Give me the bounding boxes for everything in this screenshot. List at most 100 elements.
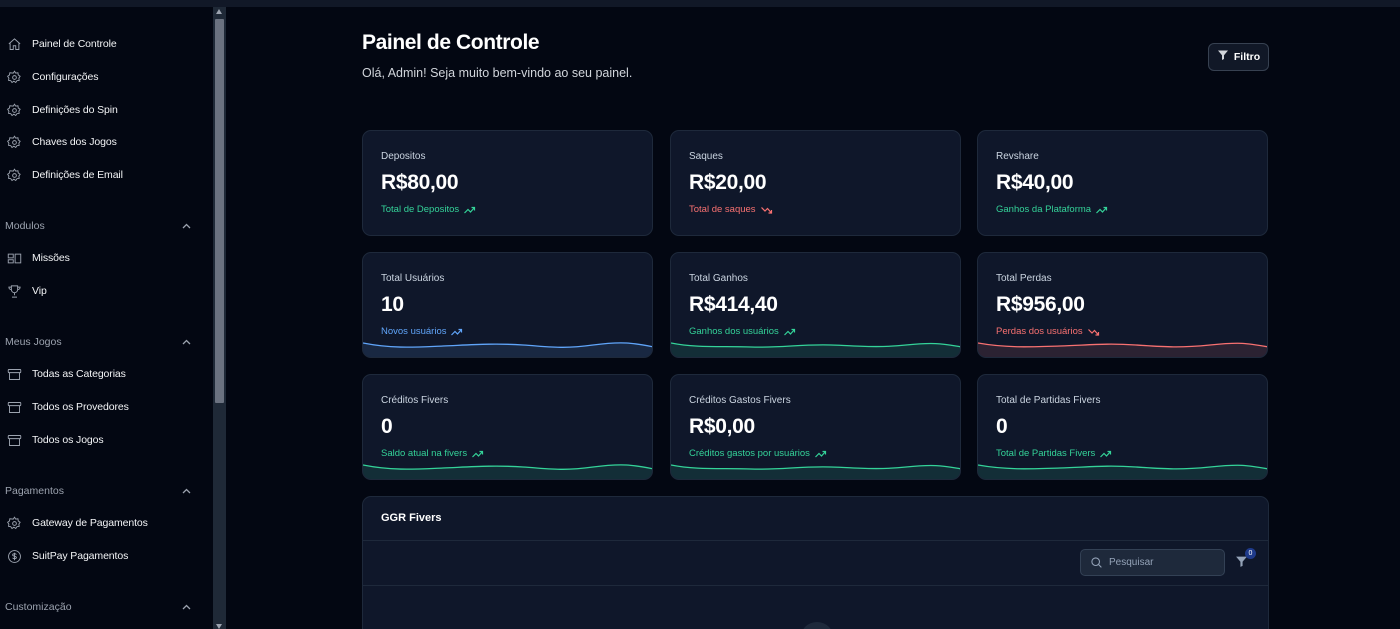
trend-down-icon — [760, 206, 772, 214]
sidebar-item-label: Todos os Provedores — [32, 401, 129, 413]
filter-button[interactable]: Filtro — [1208, 43, 1269, 71]
page-title: Painel de Controle — [362, 31, 540, 54]
stat-card: Depositos R$80,00 Total de Depositos — [362, 130, 653, 236]
sidebar-item-gateway[interactable]: Gateway de Pagamentos — [0, 510, 213, 536]
stat-card-caption-text: Total de Depositos — [381, 204, 460, 215]
stat-card-value: 10 — [381, 293, 404, 316]
home-icon — [6, 36, 22, 52]
sidebar-item-vip[interactable]: Vip — [0, 278, 213, 304]
stat-card-caption: Ganhos da Plataforma — [996, 204, 1108, 215]
funnel-icon — [1217, 48, 1229, 66]
stat-card: Saques R$20,00 Total de saques — [670, 130, 961, 236]
gear-icon — [6, 167, 22, 183]
stat-card-label: Revshare — [996, 151, 1039, 162]
scroll-up-arrow[interactable] — [216, 9, 222, 14]
chevron-up-icon[interactable] — [181, 337, 191, 347]
sidebar-scrollbar[interactable] — [213, 7, 226, 629]
sidebar-item-label: SuitPay Pagamentos — [32, 550, 129, 562]
search-input[interactable] — [1109, 557, 1219, 568]
sidebar-item-label: Chaves dos Jogos — [32, 136, 117, 148]
divider — [363, 540, 1268, 541]
sidebar-item-chaves[interactable]: Chaves dos Jogos — [0, 129, 213, 155]
sidebar-item-provedores[interactable]: Todos os Provedores — [0, 394, 213, 420]
ggr-fivers-panel: GGR Fivers 0 — [362, 496, 1269, 629]
sidebar-item-categorias[interactable]: Todas as Categorias — [0, 361, 213, 387]
stat-card-value: R$80,00 — [381, 171, 459, 194]
page-subtitle: Olá, Admin! Seja muito bem-vindo ao seu … — [362, 66, 633, 80]
stat-card-label: Saques — [689, 151, 723, 162]
sidebar-item-suitpay[interactable]: SuitPay Pagamentos — [0, 543, 213, 569]
gear-icon — [6, 515, 22, 531]
sparkline — [671, 464, 960, 479]
sidebar-item-email[interactable]: Definições de Email — [0, 162, 213, 188]
layout-icon — [6, 250, 22, 266]
stat-card-caption: Novos usuários — [381, 326, 463, 337]
funnel-icon — [1236, 556, 1247, 567]
sidebar-item-label: Todos os Jogos — [32, 434, 104, 446]
stat-card-caption-text: Ganhos dos usuários — [689, 326, 779, 337]
divider — [363, 585, 1268, 586]
sidebar-item-missoes[interactable]: Missões — [0, 245, 213, 271]
sidebar-item-label: Vip — [32, 285, 47, 297]
sparkline — [671, 342, 960, 357]
table-filter-button[interactable]: 0 — [1235, 548, 1256, 571]
stat-card-caption: Total de Depositos — [381, 204, 476, 215]
stat-card-label: Créditos Fivers — [381, 395, 449, 406]
stat-card-caption: Ganhos dos usuários — [689, 326, 796, 337]
stat-card-value: R$956,00 — [996, 293, 1085, 316]
sparkline — [363, 342, 652, 357]
stat-card-caption: Total de Partidas Fivers — [996, 448, 1112, 459]
stat-card-label: Depositos — [381, 151, 426, 162]
stat-card-label: Total Perdas — [996, 273, 1052, 284]
trend-up-icon — [814, 450, 827, 457]
sidebar-item-jogos[interactable]: Todos os Jogos — [0, 427, 213, 453]
gear-icon — [6, 102, 22, 118]
loading-spinner — [800, 622, 834, 629]
stat-card-value: R$40,00 — [996, 171, 1074, 194]
section-customizacao[interactable]: Customização — [0, 597, 213, 617]
stat-card-label: Total Ganhos — [689, 273, 748, 284]
top-bar — [0, 0, 1400, 7]
stat-card-label: Créditos Gastos Fivers — [689, 395, 791, 406]
trend-up-icon — [451, 328, 463, 335]
scroll-down-arrow[interactable] — [216, 624, 222, 629]
scroll-thumb[interactable] — [215, 19, 224, 403]
stat-card: Total de Partidas Fivers 0 Total de Partid… — [977, 374, 1268, 480]
sidebar-item-label: Missões — [32, 252, 70, 264]
stat-card-caption-text: Perdas dos usuários — [996, 326, 1083, 337]
stat-card-value: R$414,40 — [689, 293, 778, 316]
sidebar-item-configuracoes[interactable]: Configurações — [0, 64, 213, 90]
main-content: Painel de Controle Olá, Admin! Seja muit… — [226, 7, 1400, 629]
gear-icon — [6, 134, 22, 150]
chevron-up-icon[interactable] — [181, 486, 191, 496]
search-box[interactable] — [1080, 549, 1225, 576]
trend-up-icon — [464, 206, 476, 213]
section-meus-jogos[interactable]: Meus Jogos — [0, 332, 213, 352]
section-pagamentos[interactable]: Pagamentos — [0, 481, 213, 501]
search-icon — [1090, 556, 1103, 569]
sidebar-item-spin[interactable]: Definições do Spin — [0, 97, 213, 123]
stat-card-value: 0 — [996, 415, 1008, 438]
chevron-up-icon[interactable] — [181, 221, 191, 231]
stat-card: Total Usuários 10 Novos usuários — [362, 252, 653, 358]
stat-card: Créditos Gastos Fivers R$0,00 Créditos gas… — [670, 374, 961, 480]
filter-count-badge: 0 — [1245, 548, 1256, 559]
trend-up-icon — [472, 450, 484, 457]
stat-card: Total Ganhos R$414,40 Ganhos dos usuários — [670, 252, 961, 358]
stat-card-caption: Créditos gastos por usuários — [689, 448, 827, 459]
section-title: Customização — [5, 601, 72, 613]
sparkline — [978, 464, 1267, 479]
stat-card-caption-text: Novos usuários — [381, 326, 447, 337]
sparkline — [978, 342, 1267, 357]
chevron-up-icon[interactable] — [181, 602, 191, 612]
section-title: Modulos — [5, 220, 45, 232]
stat-card-label: Total Usuários — [381, 273, 445, 284]
stat-card-caption: Total de saques — [689, 204, 773, 215]
stat-card-caption-text: Ganhos da Plataforma — [996, 204, 1092, 215]
sidebar-item-label: Gateway de Pagamentos — [32, 517, 148, 529]
panel-title: GGR Fivers — [381, 512, 442, 524]
section-modulos[interactable]: Modulos — [0, 216, 213, 236]
sidebar-item-label: Painel de Controle — [32, 38, 117, 50]
stat-card-value: R$20,00 — [689, 171, 767, 194]
sidebar-item-painel[interactable]: Painel de Controle — [0, 31, 213, 57]
